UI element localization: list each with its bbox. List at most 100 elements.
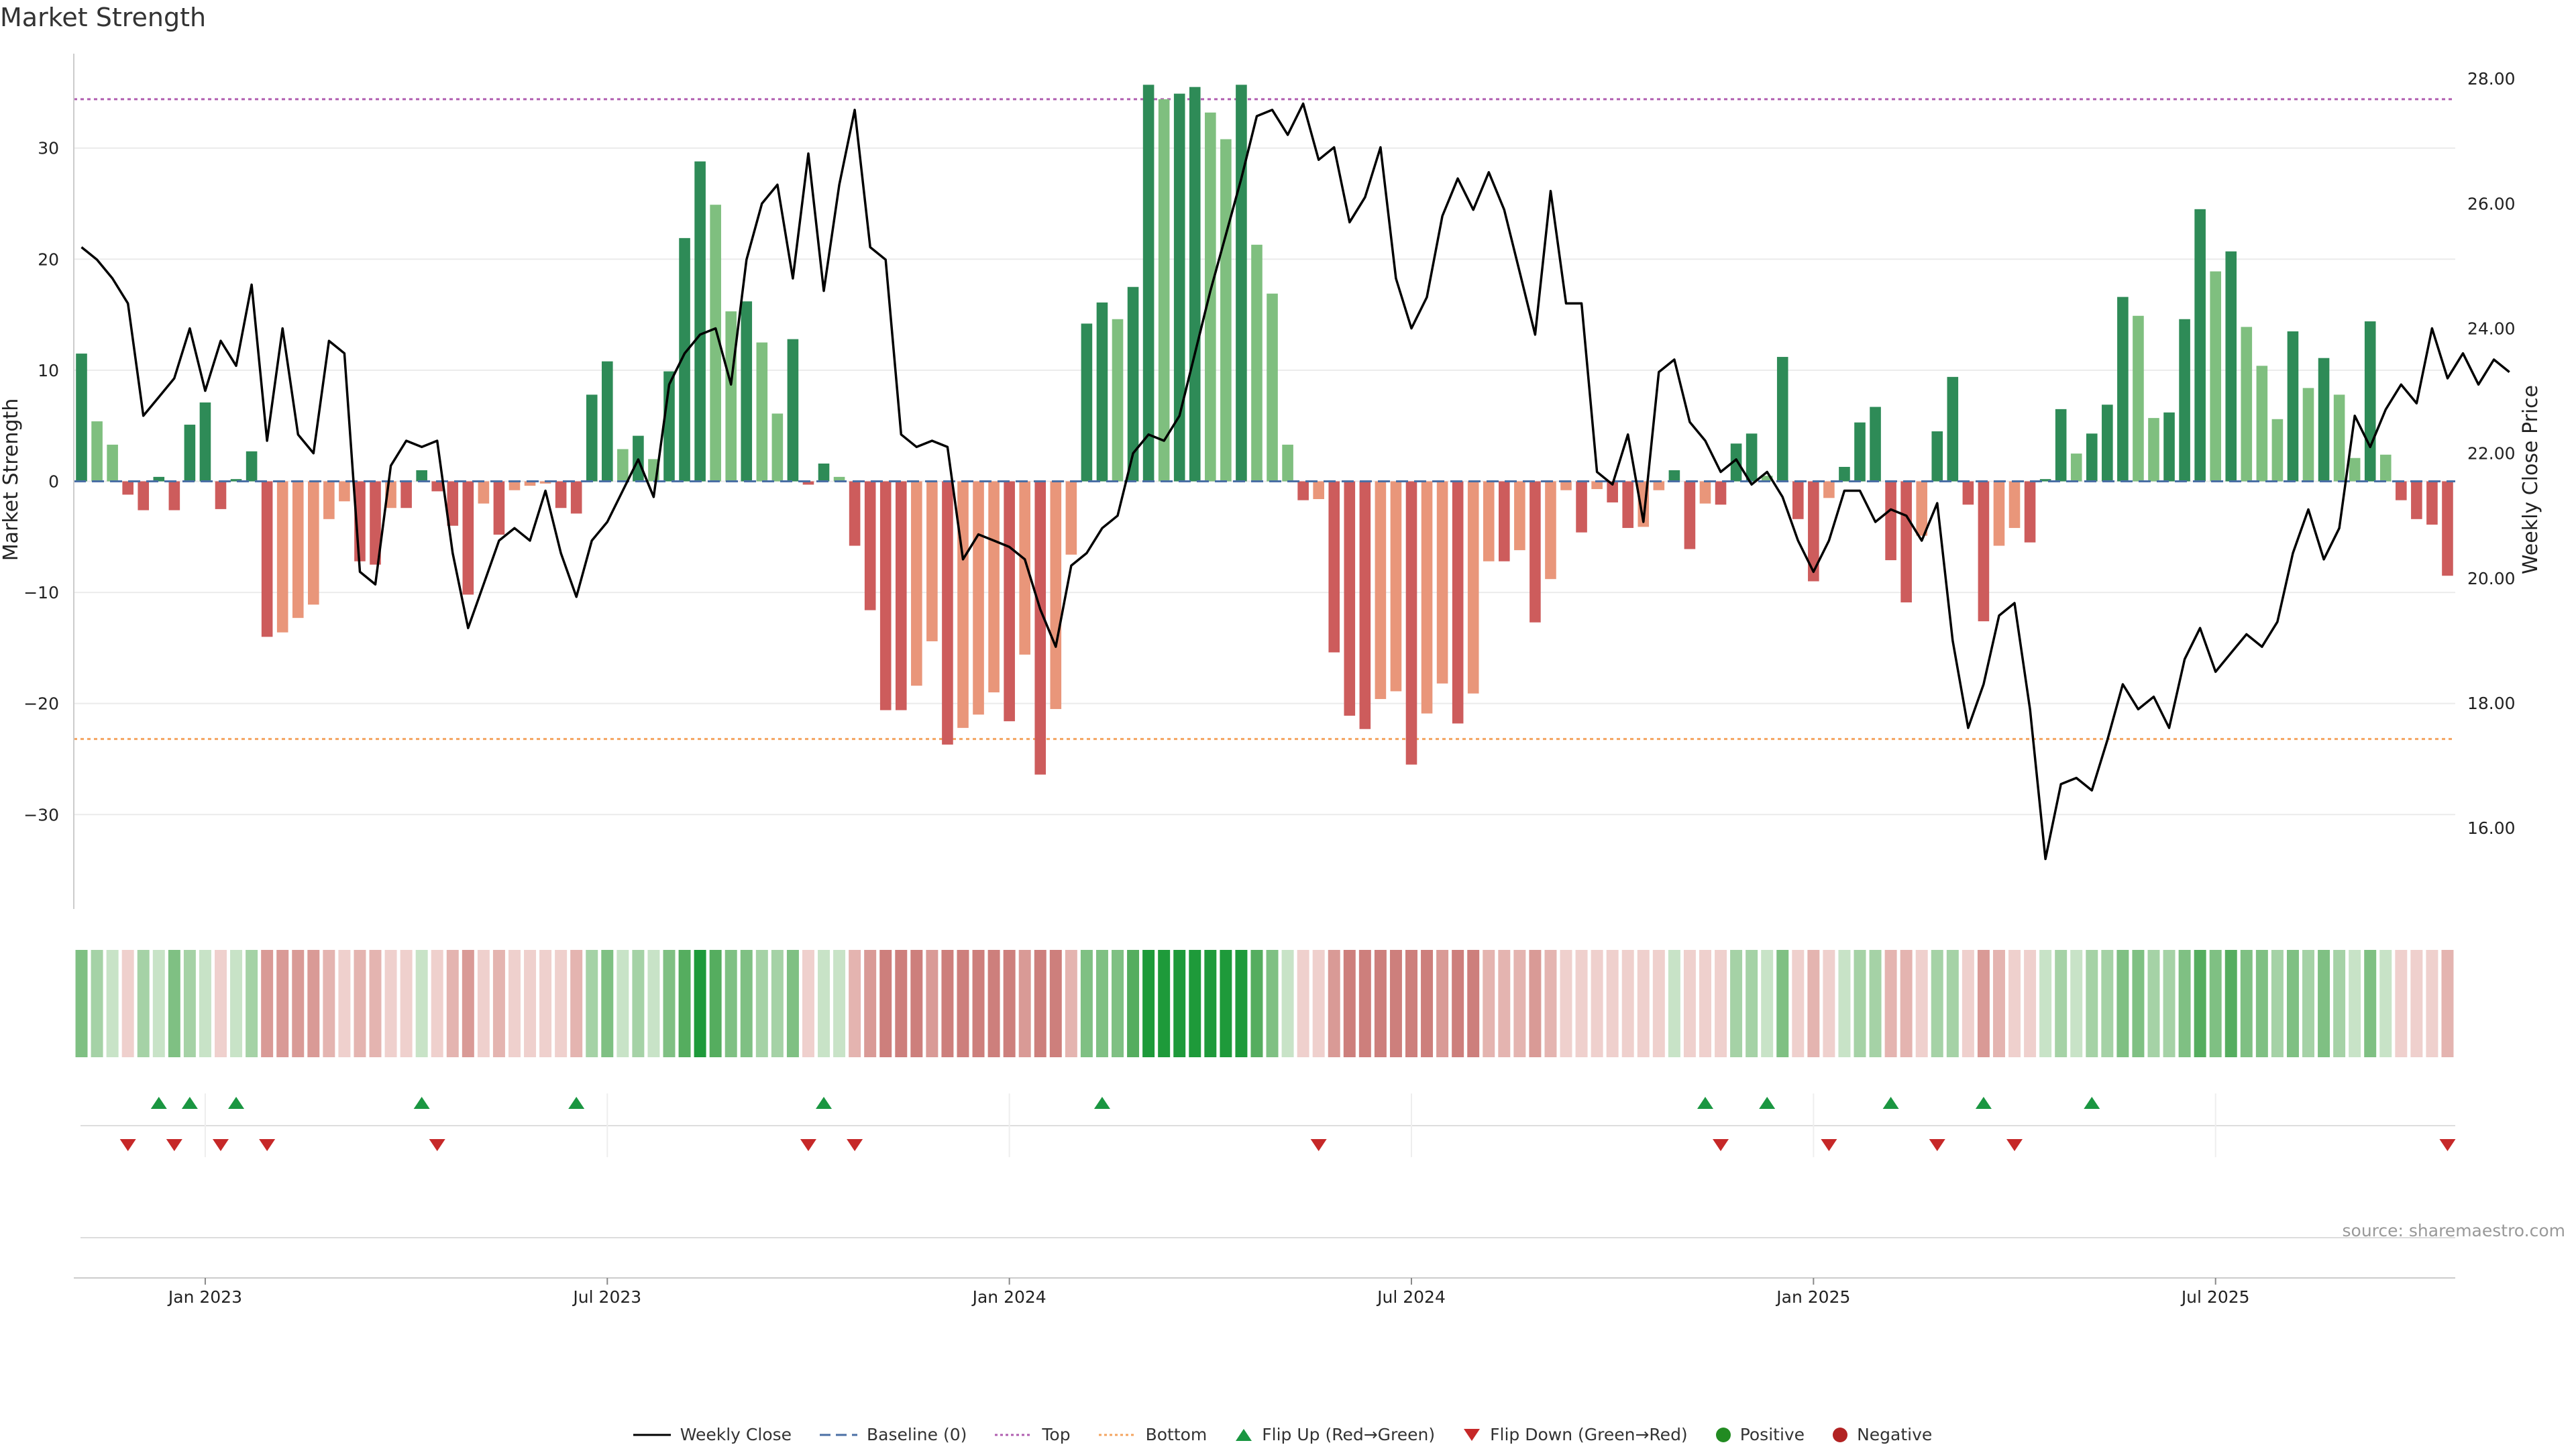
strength-bar — [416, 470, 427, 482]
strength-bar — [199, 402, 211, 482]
heat-cell — [323, 950, 335, 1057]
x-tick-label: Jul 2024 — [1376, 1287, 1446, 1307]
strength-bar — [895, 481, 907, 710]
strength-bar — [1947, 376, 1959, 482]
strength-bar — [1653, 481, 1665, 490]
heat-cell — [1761, 950, 1774, 1057]
strength-bar — [756, 342, 768, 482]
heat-cell — [1374, 950, 1387, 1057]
strength-bar — [1297, 481, 1309, 500]
strength-bar — [1993, 481, 2005, 546]
heat-cell — [1065, 950, 1077, 1057]
strength-bar — [1142, 85, 1155, 482]
heat-cell — [462, 950, 474, 1057]
heat-cell — [1158, 950, 1171, 1057]
heat-cell — [2039, 950, 2052, 1057]
heat-cell — [972, 950, 985, 1057]
heat-cell — [1544, 950, 1557, 1057]
heat-cell — [2333, 950, 2346, 1057]
strength-bar — [276, 481, 288, 633]
strength-bar — [431, 481, 443, 492]
strength-bar — [988, 481, 1000, 693]
strength-bar — [1189, 87, 1201, 482]
strength-bar — [1112, 319, 1124, 482]
strength-bar — [2008, 481, 2021, 529]
strength-bar — [1545, 481, 1556, 580]
strength-bar — [879, 481, 892, 710]
strength-bar — [2411, 481, 2422, 519]
heat-cell — [1792, 950, 1805, 1057]
flip-up-marker — [816, 1097, 833, 1109]
strength-bar — [1313, 481, 1324, 499]
y2-axis-label: Weekly Close Price — [2519, 385, 2542, 574]
strength-bar — [1761, 476, 1773, 482]
heat-cell — [1034, 950, 1046, 1057]
heat-cell — [926, 950, 938, 1057]
heat-cell — [1266, 950, 1279, 1057]
heat-cell — [354, 950, 366, 1057]
strength-bar — [1499, 481, 1510, 561]
heat-cell — [338, 950, 351, 1057]
y2-tick-label: 28.00 — [2467, 69, 2516, 89]
strength-bar — [339, 481, 350, 502]
legend: Weekly Close Baseline (0) Top Bottom Fli… — [0, 1425, 2576, 1444]
y-tick-label: 0 — [48, 472, 59, 492]
chart-title: Market Strength — [0, 3, 207, 32]
strength-bar — [725, 311, 737, 482]
flip-down-marker — [166, 1139, 182, 1151]
flip-down-marker — [2006, 1139, 2023, 1151]
heat-cell — [2055, 950, 2068, 1057]
strength-bar — [1839, 466, 1850, 482]
strength-bar — [833, 476, 845, 482]
heat-cell — [1931, 950, 1943, 1057]
strength-bar — [1096, 302, 1108, 482]
strength-bar — [122, 481, 133, 495]
strength-bar — [184, 425, 196, 482]
heat-cell — [1746, 950, 1758, 1057]
strength-bar — [107, 444, 118, 482]
heat-cell — [586, 950, 598, 1057]
heat-cell — [1652, 950, 1665, 1057]
strength-bar — [1823, 481, 1835, 498]
weekly-close-line-icon — [633, 1434, 671, 1436]
strength-bar — [694, 161, 706, 482]
heat-cell — [2224, 950, 2237, 1057]
flip-up-marker — [568, 1097, 585, 1109]
strength-bar — [1328, 481, 1340, 653]
legend-top: Top — [994, 1425, 1071, 1444]
heat-cell — [276, 950, 289, 1057]
heat-cell — [1421, 950, 1434, 1057]
heat-cell — [2426, 950, 2438, 1057]
heat-cell — [539, 950, 552, 1057]
heat-cell — [2255, 950, 2268, 1057]
heat-cell — [1173, 950, 1186, 1057]
y-tick-label: 10 — [38, 361, 59, 380]
flip-up-marker — [1882, 1097, 1899, 1109]
strength-bar — [2379, 454, 2392, 482]
heat-cell — [771, 950, 784, 1057]
x-tick-label: Jan 2025 — [1775, 1287, 1850, 1307]
strength-bar — [942, 481, 953, 745]
strength-bar — [292, 481, 304, 619]
strength-bar — [2256, 366, 2268, 482]
strength-bar — [1205, 112, 1216, 482]
flip-down-marker — [800, 1139, 816, 1151]
strength-bar — [1916, 481, 1928, 536]
strength-bar — [2318, 358, 2330, 482]
heat-cell — [1297, 950, 1309, 1057]
strength-bar — [2349, 458, 2361, 482]
heat-cell — [1992, 950, 2005, 1057]
flip-down-marker — [1713, 1139, 1729, 1151]
flip-down-marker — [119, 1139, 136, 1151]
strength-bar — [215, 481, 227, 509]
strength-bar — [1560, 481, 1572, 490]
bottom-dotted-icon — [1098, 1434, 1136, 1436]
strength-bar — [246, 451, 258, 482]
heat-cell — [864, 950, 877, 1057]
heat-cell — [1018, 950, 1031, 1057]
strength-bar — [2271, 419, 2284, 482]
strength-bar — [1236, 85, 1247, 482]
heat-cell — [1235, 950, 1248, 1057]
legend-baseline-label: Baseline (0) — [867, 1425, 967, 1444]
strength-bar — [1870, 407, 1881, 482]
